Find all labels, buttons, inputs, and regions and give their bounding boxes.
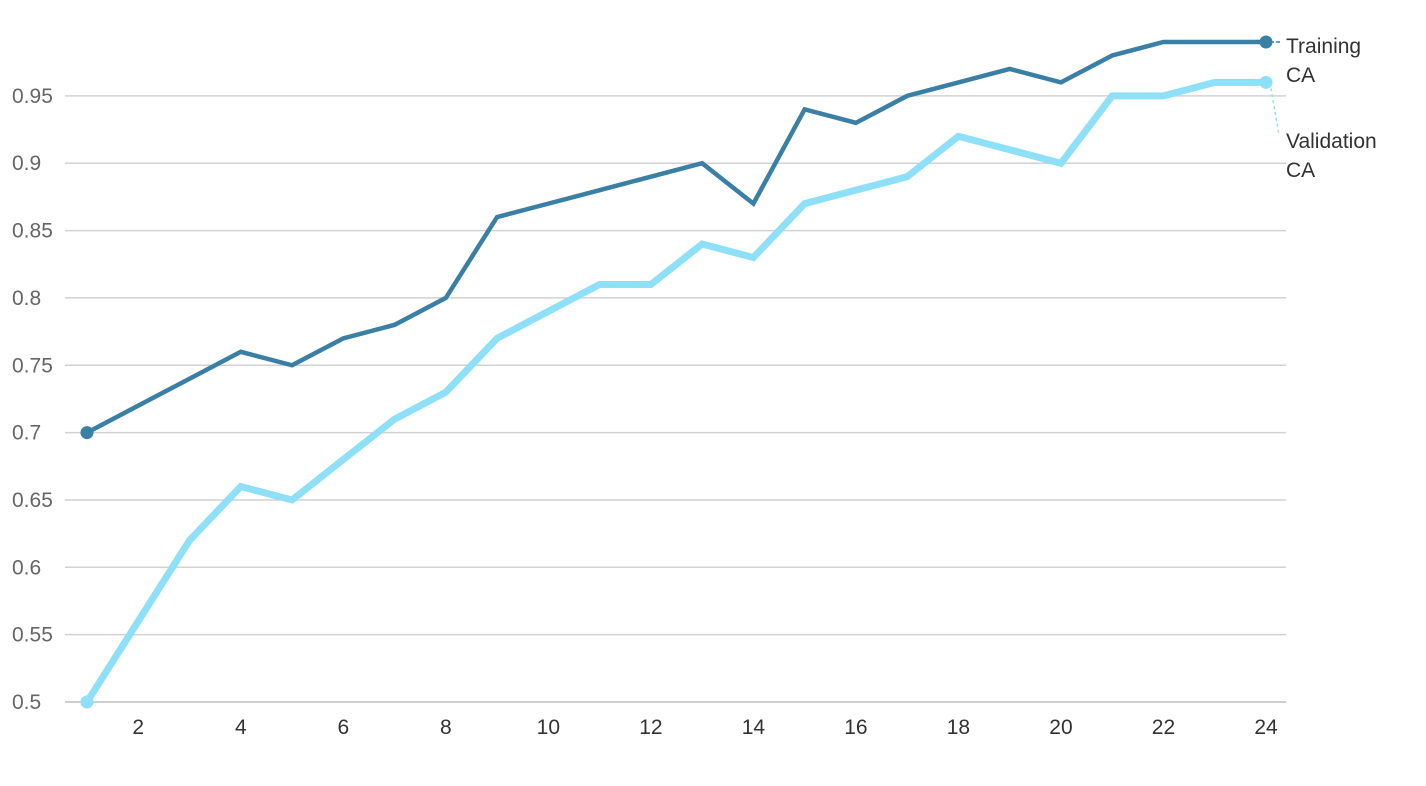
series-line: [85, 39, 1266, 435]
x-tick-label: 18: [947, 716, 970, 739]
x-tick-label: 4: [235, 716, 247, 739]
x-tick-label: 12: [639, 716, 662, 739]
y-tick-label: 0.8: [12, 287, 41, 310]
y-axis-ticks: 0.5 0.55 0.6 0.65 0.7 0.75 0.8 0.85 0.9 0.95: [12, 85, 53, 714]
series-label: Validation: [1286, 130, 1377, 153]
y-tick-label: 0.5: [12, 691, 41, 714]
y-tick-label: 0.85: [12, 220, 53, 243]
series-end-point: [1259, 35, 1273, 49]
x-tick-label: 8: [440, 716, 452, 739]
series-label: Training: [1286, 35, 1361, 58]
x-tick-label: 16: [844, 716, 867, 739]
x-tick-label: 24: [1254, 716, 1278, 739]
x-tick-label: 20: [1049, 716, 1072, 739]
y-tick-label: 0.65: [12, 489, 53, 512]
y-tick-label: 0.55: [12, 624, 53, 647]
y-tick-label: 0.9: [12, 152, 41, 175]
x-tick-label: 2: [132, 716, 144, 739]
y-tick-label: 0.95: [12, 85, 53, 108]
grid-lines: [65, 95, 1286, 703]
x-tick-label: 22: [1152, 716, 1175, 739]
x-tick-label: 10: [537, 716, 560, 739]
series-start-point: [80, 426, 94, 440]
series-end-point: [1259, 75, 1273, 89]
label-connector: [1269, 82, 1280, 136]
series-line: [84, 78, 1266, 704]
series-start-point: [80, 695, 94, 709]
x-axis-ticks: 2 4 6 8 10 12 14 16 18 20 22 24: [132, 716, 1278, 739]
series-labels: Validation CA Training CA: [1269, 35, 1377, 182]
x-tick-label: 6: [337, 716, 349, 739]
series-label: CA: [1286, 159, 1315, 182]
series-label: CA: [1286, 64, 1315, 87]
y-tick-label: 0.6: [12, 556, 41, 579]
series-lines: [80, 35, 1273, 709]
y-tick-label: 0.75: [12, 354, 53, 377]
x-tick-label: 14: [742, 716, 766, 739]
y-tick-label: 0.7: [12, 422, 41, 445]
